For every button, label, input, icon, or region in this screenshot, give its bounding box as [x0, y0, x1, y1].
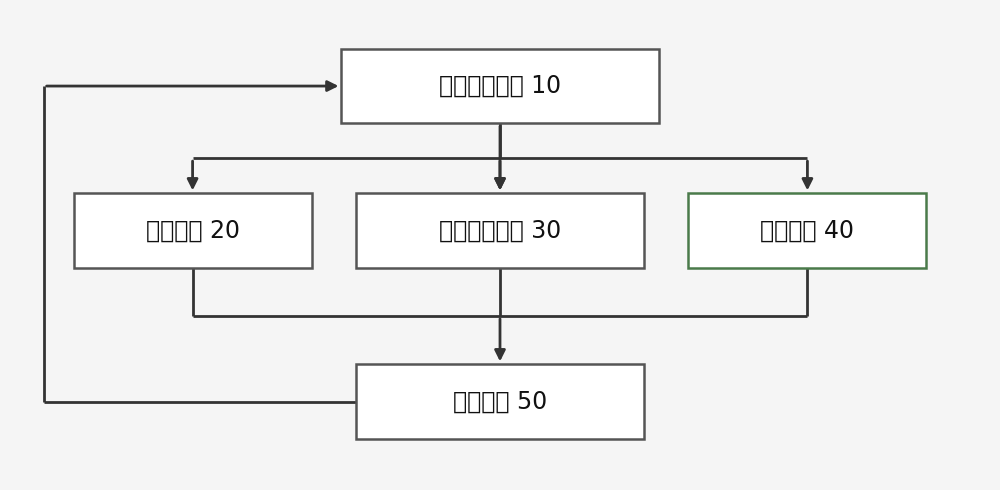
- FancyBboxPatch shape: [356, 193, 644, 268]
- FancyBboxPatch shape: [74, 193, 312, 268]
- FancyBboxPatch shape: [688, 193, 926, 268]
- Text: 跳变处置 40: 跳变处置 40: [760, 219, 854, 243]
- Text: 通道状态检测 10: 通道状态检测 10: [439, 74, 561, 98]
- Text: 重新加载 50: 重新加载 50: [453, 390, 547, 414]
- FancyBboxPatch shape: [356, 364, 644, 439]
- Text: 持续锁定处置 30: 持续锁定处置 30: [439, 219, 561, 243]
- Text: 失锁处置 20: 失锁处置 20: [146, 219, 240, 243]
- FancyBboxPatch shape: [341, 49, 659, 123]
